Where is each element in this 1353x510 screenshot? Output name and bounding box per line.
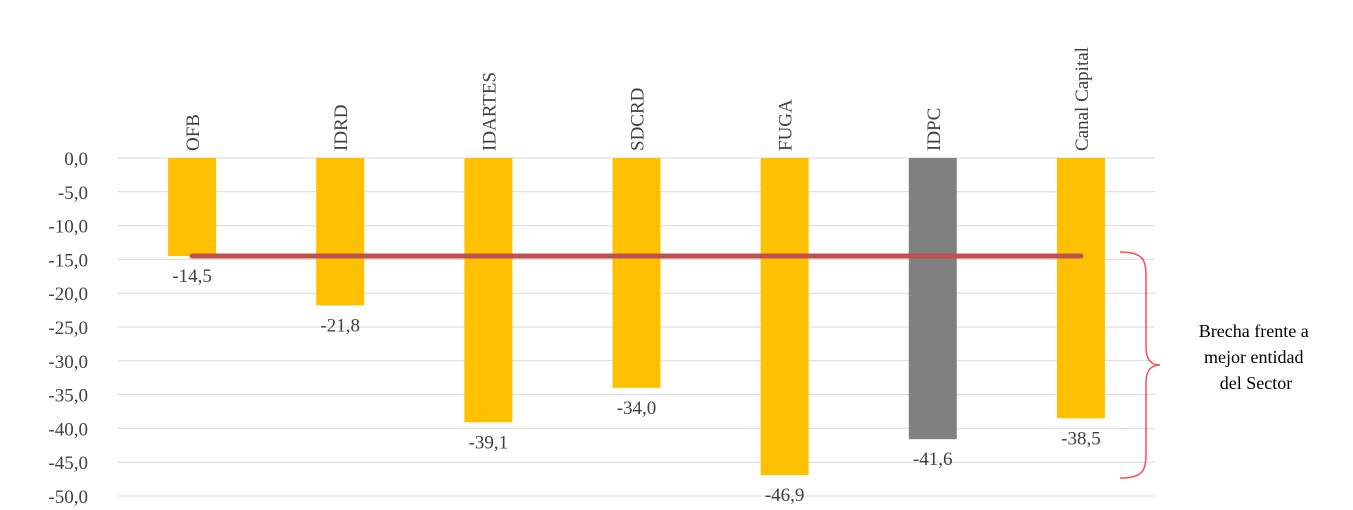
gap-annotation: Brecha frente a mejor entidad del Sector: [1119, 251, 1313, 479]
annotation-line-3: del Sector: [1220, 373, 1292, 393]
y-tick-label: -10,0: [48, 217, 88, 238]
category-label: OFB: [183, 114, 204, 151]
category-label: FUGA: [776, 99, 797, 151]
y-axis: 0,0 -5,0 -10,0 -15,0 -20,0 -25,0 -30,0 -35,0 -40…: [48, 149, 88, 508]
y-tick-label: -25,0: [48, 318, 88, 339]
gap-annotation-text: Brecha frente a mejor entidad del Sector: [1199, 321, 1313, 393]
y-tick-label: -15,0: [48, 250, 88, 271]
value-label: -41,6: [913, 449, 953, 470]
y-tick-label: -50,0: [48, 487, 88, 508]
value-label: -38,5: [1061, 428, 1101, 449]
y-tick-label: -5,0: [58, 183, 88, 204]
value-labels: -14,5 -21,8 -39,1 -34,0 -46,9 -41,6 -38,5: [172, 266, 1100, 506]
y-tick-label: -20,0: [48, 284, 88, 305]
category-label: SDCRD: [628, 88, 649, 151]
value-label: -21,8: [320, 315, 360, 336]
category-labels: OFB IDRD IDARTES SDCRD FUGA IDPC Canal Capital: [183, 47, 1093, 151]
gap-bracket: [1119, 251, 1161, 479]
value-label: -14,5: [172, 266, 212, 287]
bar: [464, 158, 513, 423]
bar: [908, 158, 957, 440]
bar: [168, 158, 217, 257]
category-label: IDRD: [331, 105, 352, 151]
bars: [168, 158, 1105, 476]
bar: [1056, 158, 1105, 419]
y-tick-label: -35,0: [48, 386, 88, 407]
category-label: IDARTES: [479, 72, 500, 151]
value-label: -39,1: [469, 432, 509, 453]
annotation-line-2: mejor entidad: [1204, 347, 1303, 367]
y-tick-label: 0,0: [64, 149, 88, 170]
category-label: IDPC: [924, 108, 945, 151]
y-tick-label: -45,0: [48, 453, 88, 474]
annotation-line-1: Brecha frente a: [1199, 321, 1309, 341]
y-tick-label: -40,0: [48, 419, 88, 440]
bar: [316, 158, 365, 306]
y-tick-label: -30,0: [48, 352, 88, 373]
bar: [760, 158, 809, 476]
bar: [612, 158, 661, 388]
value-label: -46,9: [765, 485, 805, 506]
value-label: -34,0: [617, 398, 657, 419]
category-label: Canal Capital: [1072, 47, 1093, 151]
